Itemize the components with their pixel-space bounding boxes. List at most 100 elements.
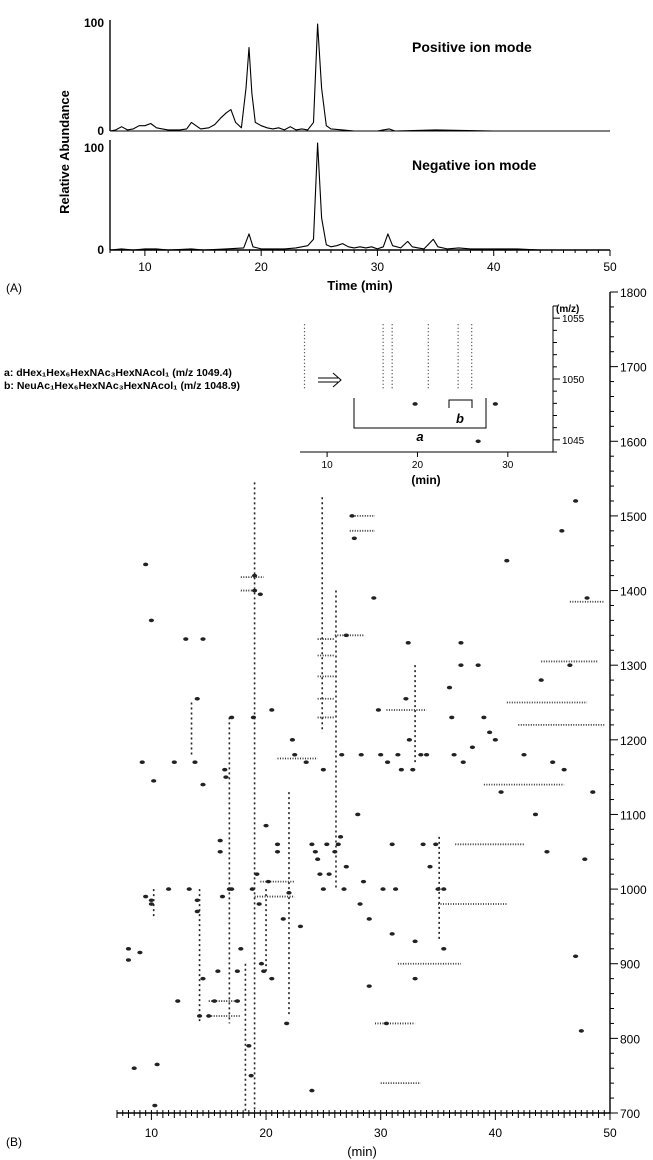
- contour-spot: [320, 887, 326, 891]
- contour-spot: [410, 767, 416, 772]
- contour-spot: [324, 842, 330, 847]
- contour-spot: [148, 902, 154, 906]
- contour-spot: [475, 663, 481, 667]
- contour-spot: [309, 842, 315, 847]
- contour-spot: [312, 849, 318, 854]
- panel-a-ylabel: Relative Abundance: [57, 90, 72, 214]
- contour-spot: [200, 637, 206, 641]
- contour-spot: [532, 812, 539, 817]
- inset-xlabel: (min): [411, 473, 440, 487]
- contour-spot: [578, 1029, 584, 1033]
- contour-spot: [341, 887, 347, 891]
- contour-spot: [222, 767, 228, 772]
- panel-b-label: (B): [6, 1135, 22, 1149]
- contour-spot: [154, 1062, 160, 1067]
- contour-spot: [412, 402, 418, 406]
- contour-spot: [194, 909, 200, 914]
- contour-spot: [458, 663, 464, 667]
- contour-spot: [504, 558, 510, 563]
- contour-spot: [125, 947, 132, 951]
- group-a-label: a: [416, 429, 423, 444]
- contour-spot: [143, 894, 149, 899]
- panel-b-ytick-label: 1100: [620, 808, 646, 822]
- contour-spot: [194, 898, 200, 903]
- panel-b-y-ticks: 700 800 900 1000 1100 1200 1300 1400 1500 1600 170…: [610, 286, 647, 1121]
- panel-b-ytick-label: 1400: [620, 585, 647, 599]
- inset-ylabel: (m/z): [556, 304, 579, 315]
- contour-spot: [393, 887, 399, 891]
- contour-spot: [492, 738, 498, 742]
- contour-spot: [451, 752, 457, 757]
- panel-b-xtick-label: 30: [374, 1126, 388, 1140]
- panel-b-xtick-label: 40: [489, 1126, 503, 1140]
- contour-spot: [384, 760, 391, 765]
- contour-spot: [175, 999, 181, 1003]
- panel-b-xtick-label: 10: [145, 1126, 159, 1140]
- contour-spot: [550, 760, 556, 765]
- contour-spot: [383, 1021, 390, 1026]
- contour-spot: [441, 887, 447, 891]
- inset-ytick-label: 1045: [562, 436, 585, 447]
- contour-spot: [371, 596, 377, 600]
- contour-spot: [238, 947, 244, 951]
- contour-spot: [148, 898, 154, 903]
- contour-spot: [219, 894, 226, 899]
- contour-spot: [561, 767, 567, 772]
- contour-spot: [389, 932, 395, 936]
- contour-spot: [332, 849, 338, 854]
- contour-spot: [395, 752, 401, 757]
- panel-b-ytick-label: 1500: [620, 510, 647, 524]
- contour-spot: [263, 823, 269, 828]
- contour-spot: [582, 857, 588, 862]
- contour-spot: [412, 939, 418, 944]
- contour-spot: [584, 596, 590, 600]
- contour-spot: [183, 637, 189, 641]
- contour-spot: [559, 529, 565, 533]
- contour-spot: [229, 887, 235, 891]
- contour-spot: [521, 752, 527, 757]
- contour-spot: [380, 887, 386, 891]
- panel-b: 10 20 30 40 50 700 800 900 1000 1100 1200 1300 1400…: [4, 286, 647, 1159]
- contour-spot: [349, 514, 355, 518]
- negative-ytick-label-max: 100: [84, 141, 104, 155]
- contour-spot: [398, 767, 404, 772]
- negative-ion-mode-label: Negative ion mode: [412, 157, 537, 173]
- contour-spot: [475, 439, 481, 444]
- contour-spot: [544, 849, 550, 854]
- panel-a-xtick-label: 20: [254, 260, 268, 274]
- panel-b-ytick-label: 1200: [620, 734, 647, 748]
- contour-spot: [251, 573, 258, 578]
- contour-spot: [567, 663, 573, 667]
- contour-spot: [446, 685, 453, 690]
- contour-spot: [254, 872, 260, 876]
- contour-spot: [573, 499, 579, 503]
- contour-spot: [320, 767, 326, 772]
- contour-spot: [251, 588, 258, 593]
- contour-spot: [405, 640, 411, 645]
- panel-a-label: (A): [6, 281, 22, 295]
- contour-spot: [590, 790, 596, 794]
- group-b-label: b: [456, 411, 464, 426]
- contour-spot: [200, 782, 206, 787]
- contour-spot: [196, 1014, 203, 1018]
- contour-spot: [256, 902, 262, 906]
- contour-spot: [573, 954, 579, 959]
- negative-ion-trace-panel: 100 0 Negative ion mode: [84, 140, 610, 257]
- contour-spot: [487, 730, 493, 735]
- contour-spot: [139, 760, 145, 765]
- contour-spot: [378, 752, 384, 757]
- legend-a: a: dHex₁Hex₆HexNAc₃HexNAcol₁ (m/z 1049.4…: [4, 367, 232, 379]
- contour-spot: [458, 640, 464, 645]
- contour-spot: [165, 887, 172, 891]
- contour-spot: [269, 976, 275, 981]
- contour-spot: [355, 812, 361, 817]
- contour-spot: [292, 752, 298, 757]
- contour-spot: [229, 715, 235, 720]
- legend-b: b: NeuAc₁Hex₆HexNAc₃HexNAcol₁ (m/z 1048.…: [4, 380, 240, 392]
- contour-spot: [171, 760, 177, 765]
- contour-spot: [131, 1066, 137, 1071]
- contour-spot: [265, 879, 271, 884]
- panel-b-ytick-label: 1700: [620, 361, 647, 375]
- contour-spot: [269, 708, 275, 712]
- panel-a-xtick-label: 40: [487, 260, 501, 274]
